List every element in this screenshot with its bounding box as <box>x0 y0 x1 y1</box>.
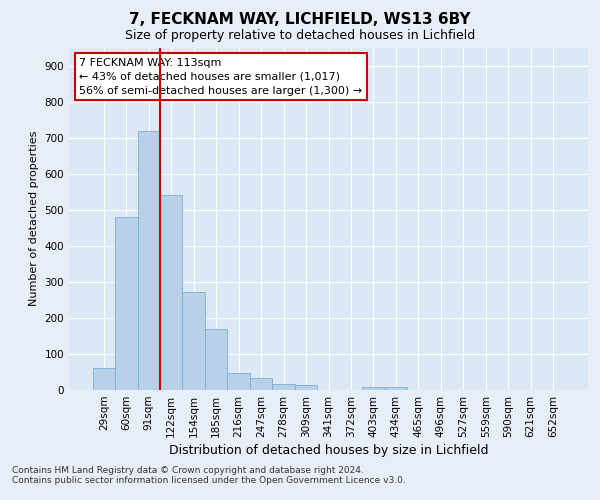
Bar <box>137 131 160 390</box>
X-axis label: Distribution of detached houses by size in Lichfield: Distribution of detached houses by size … <box>169 444 488 457</box>
Bar <box>362 387 385 390</box>
Bar <box>92 368 115 390</box>
Bar <box>250 378 272 390</box>
Bar <box>205 328 227 390</box>
Y-axis label: Number of detached properties: Number of detached properties <box>29 131 39 306</box>
Text: Contains HM Land Registry data © Crown copyright and database right 2024.
Contai: Contains HM Land Registry data © Crown c… <box>12 466 406 485</box>
Bar <box>227 373 250 390</box>
Bar <box>295 386 317 390</box>
Bar <box>385 387 407 390</box>
Text: 7, FECKNAM WAY, LICHFIELD, WS13 6BY: 7, FECKNAM WAY, LICHFIELD, WS13 6BY <box>129 12 471 28</box>
Bar <box>160 194 182 390</box>
Bar <box>182 292 205 390</box>
Text: 7 FECKNAM WAY: 113sqm
← 43% of detached houses are smaller (1,017)
56% of semi-d: 7 FECKNAM WAY: 113sqm ← 43% of detached … <box>79 58 362 96</box>
Text: Size of property relative to detached houses in Lichfield: Size of property relative to detached ho… <box>125 29 475 42</box>
Bar <box>115 217 137 390</box>
Bar <box>272 384 295 390</box>
